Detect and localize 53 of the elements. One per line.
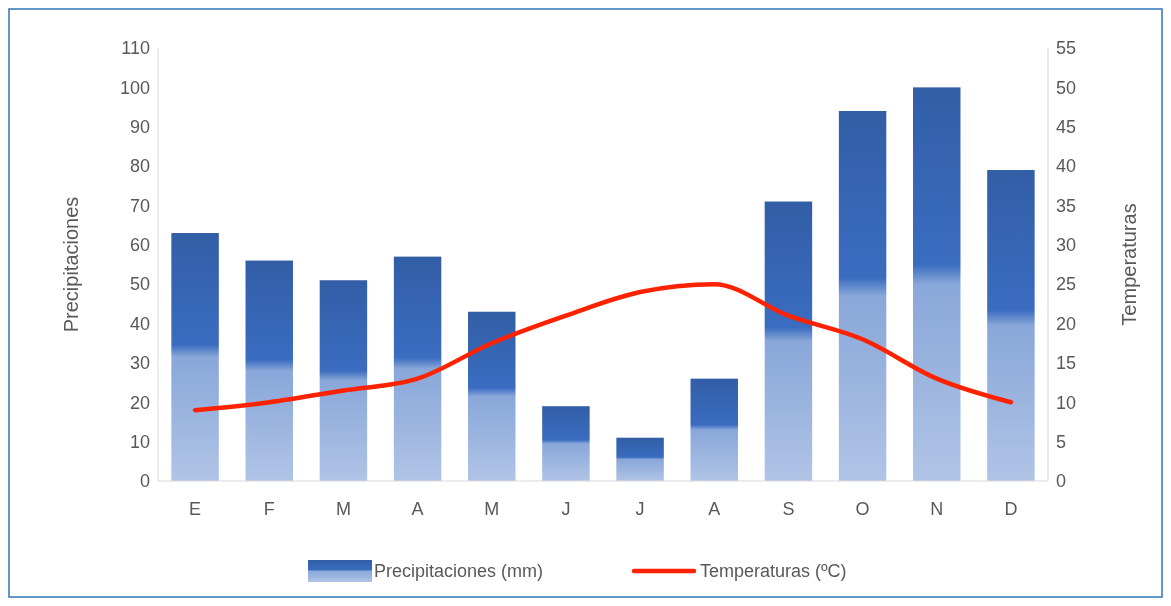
- y-tick-label: 50: [129, 274, 150, 295]
- y2-axis-title: Temperaturas: [1118, 203, 1140, 326]
- x-tick-label: F: [263, 499, 275, 519]
- y-tick-label: 30: [129, 353, 150, 374]
- x-tick-label: M: [484, 499, 500, 519]
- y2-tick-label: 45: [1056, 117, 1077, 138]
- x-tick-label: A: [411, 499, 424, 519]
- x-tick-label: N: [930, 499, 944, 519]
- y-axis-title: Precipitaciones: [60, 196, 82, 333]
- y-tick-label: 60: [129, 235, 150, 256]
- bar: [690, 378, 738, 481]
- bar: [393, 256, 442, 481]
- x-tick-label: E: [189, 499, 202, 519]
- y-tick-label: 70: [129, 195, 150, 216]
- y-tick-label: 10: [129, 431, 150, 452]
- bar: [245, 260, 293, 481]
- y2-tick-label: 50: [1056, 77, 1077, 98]
- y2-tick-label: 40: [1056, 156, 1077, 177]
- y-tick-label: 0: [139, 471, 150, 492]
- y2-tick-label: 20: [1056, 313, 1077, 334]
- x-tick-label: M: [335, 499, 351, 519]
- y2-tick-label: 35: [1056, 195, 1077, 216]
- y2-tick-label: 15: [1056, 353, 1077, 374]
- x-tick-label: S: [782, 499, 795, 519]
- y2-tick-label: 0: [1056, 471, 1067, 492]
- y2-tick-label: 55: [1056, 38, 1077, 59]
- y2-tick-label: 5: [1056, 431, 1067, 452]
- bar: [616, 437, 664, 481]
- y-tick-label: 20: [129, 392, 150, 413]
- x-tick-label: J: [561, 499, 571, 519]
- y-tick-label: 80: [129, 156, 150, 177]
- legend-label: Temperaturas (ºC): [700, 561, 847, 582]
- bar: [171, 233, 219, 481]
- x-tick-label: J: [635, 499, 645, 519]
- y2-tick-label: 25: [1056, 274, 1077, 295]
- bar: [542, 406, 590, 481]
- bar: [987, 170, 1035, 481]
- bar: [913, 87, 961, 481]
- bar: [319, 280, 368, 481]
- bar: [468, 311, 516, 481]
- bar: [764, 201, 813, 481]
- x-tick-label: O: [855, 499, 870, 519]
- y-tick-label: 110: [121, 38, 150, 59]
- x-tick-label: D: [1004, 499, 1018, 519]
- line-series: [192, 281, 1014, 413]
- y-tick-label: 90: [129, 117, 150, 138]
- x-tick-label: A: [708, 499, 721, 519]
- y-tick-label: 100: [119, 77, 150, 98]
- y-tick-label: 40: [129, 313, 150, 334]
- y2-tick-label: 10: [1056, 392, 1077, 413]
- legend-label: Precipitaciones (mm): [374, 561, 544, 582]
- bar: [838, 110, 887, 481]
- y2-tick-label: 30: [1056, 235, 1077, 256]
